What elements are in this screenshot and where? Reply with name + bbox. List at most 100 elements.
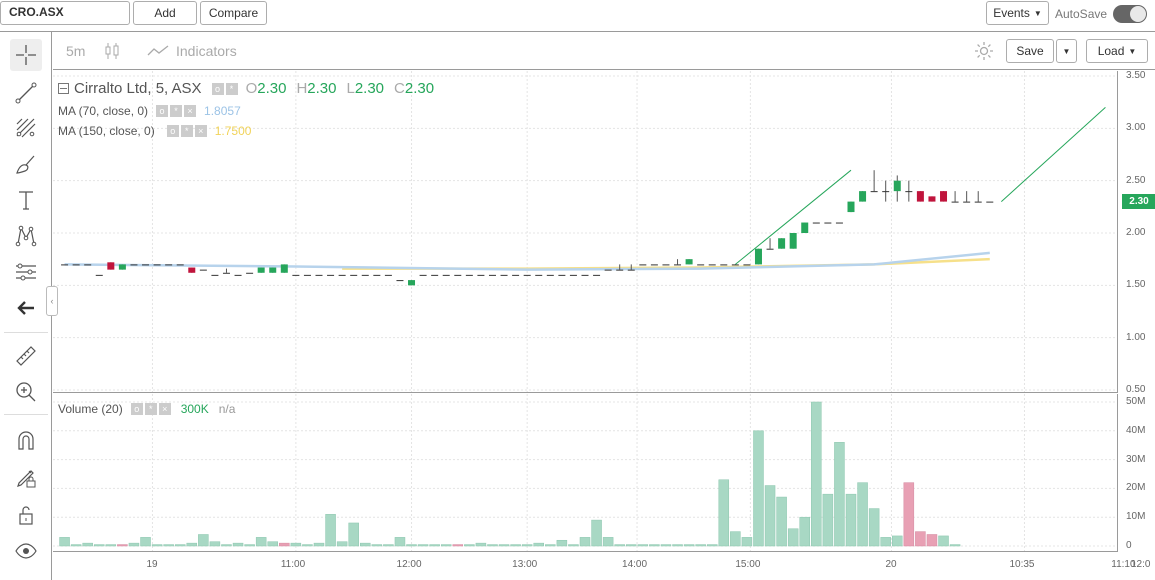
candle [199,269,207,271]
indicators-button[interactable]: Indicators [176,43,237,59]
magnet-icon[interactable] [10,425,42,457]
candle [535,274,543,276]
candle [130,264,138,266]
lock-drawing-icon[interactable] [10,462,42,494]
brush-icon[interactable] [10,149,42,181]
volume-bar [938,535,949,547]
volume-axis[interactable]: 50M 40M 30M 20M 10M 0 [1117,394,1155,552]
compare-button[interactable]: Compare [200,1,267,25]
save-button[interactable]: Save [1006,39,1054,63]
price-axis[interactable]: 3.50 3.00 2.50 2.00 1.50 1.00 0.50 2.30 [1117,70,1155,395]
close-icon[interactable]: × [158,403,171,415]
zoom-icon[interactable] [10,376,42,408]
candle [604,269,612,271]
candle [257,267,265,273]
high-value: 2.30 [307,80,337,97]
volume-bar [915,531,926,547]
candle [153,264,161,266]
candle [743,264,751,266]
candle [893,180,901,192]
caret-down-icon: ▼ [1128,46,1137,56]
candle [488,274,496,276]
candle [778,238,786,249]
candle [107,262,115,270]
close-icon[interactable]: × [194,125,207,137]
time-tick-label: 11:10 [1111,559,1136,570]
toggle-knob [1130,6,1146,22]
crosshair-icon[interactable] [10,39,42,71]
symbol-input[interactable]: CRO.ASX [0,1,130,25]
volume-bar [128,542,140,547]
time-axis[interactable]: 19 11:00 12:00 13:00 14:00 15:00 20 10:35 11:10 1… [53,553,1155,580]
candle [246,272,254,274]
candle [442,274,450,276]
price-pane[interactable]: Cirralto Ltd, 5, ASX o * O 2.30 H 2.30 L… [53,71,1127,393]
candle [234,274,242,276]
trend-line [735,169,852,265]
drawing-toolbar [0,32,52,580]
add-button[interactable]: Add [133,1,197,25]
toolbar-divider [4,414,48,415]
volume-bar [221,544,232,547]
close-label: C [394,80,405,97]
collapse-toolbar-handle[interactable]: ‹ [46,286,58,316]
volume-bar [834,442,845,547]
load-button[interactable]: Load ▼ [1086,39,1148,63]
fib-icon[interactable] [10,112,42,144]
save-options-dropdown[interactable]: ▼ [1056,39,1077,63]
candle [685,259,693,265]
eye-icon[interactable]: o [156,105,169,117]
text-icon[interactable] [10,184,42,216]
candle [940,191,948,202]
price-tick-label: 3.50 [1126,70,1146,81]
candle [558,274,566,276]
eye-icon[interactable] [10,535,42,567]
gear-icon[interactable]: * [225,82,238,95]
candle [327,274,335,276]
candle [454,274,462,276]
volume-na: n/a [218,402,236,416]
time-tick-label: 14:00 [622,559,648,570]
eye-icon[interactable]: o [211,82,224,95]
candle [789,233,797,249]
trend-line-icon[interactable] [10,77,42,109]
ruler-icon[interactable] [10,340,42,372]
collapse-legend-icon[interactable] [58,83,69,94]
volume-bar [626,544,637,547]
back-arrow-icon[interactable] [10,292,42,324]
unlock-icon[interactable] [10,499,42,531]
candle [963,201,971,203]
settings-gear-icon[interactable] [973,40,995,65]
volume-bar [868,508,880,547]
candle [188,267,196,273]
volume-bar [452,544,464,547]
candle [350,274,358,276]
eye-icon[interactable]: o [130,403,143,415]
pattern-icon[interactable] [10,220,42,252]
close-icon[interactable]: × [184,105,197,117]
autosave-toggle[interactable] [1113,5,1147,23]
gear-icon[interactable]: * [180,125,193,137]
candle [269,267,277,273]
eye-icon[interactable]: o [166,125,179,137]
indicators-icon [147,45,169,60]
prediction-icon[interactable] [10,256,42,288]
events-dropdown[interactable]: Events ▼ [986,1,1049,25]
candle [477,274,485,276]
interval-selector[interactable]: 5m [66,43,86,59]
candle [812,222,820,224]
candle-style-icon[interactable] [105,42,119,63]
price-chart [53,71,1127,393]
volume-bar [591,519,602,547]
volume-pane[interactable]: Volume (20) o * × 300K n/a [53,394,1127,552]
gear-icon[interactable]: * [144,403,157,415]
candle [882,191,890,193]
load-label: Load [1097,44,1125,58]
candle [928,196,936,202]
volume-bar [464,544,475,547]
candle [61,264,69,266]
candle [546,274,554,276]
volume-bar [394,537,406,547]
gear-icon[interactable]: * [170,105,183,117]
time-tick-label: 12:0 [1131,559,1151,570]
